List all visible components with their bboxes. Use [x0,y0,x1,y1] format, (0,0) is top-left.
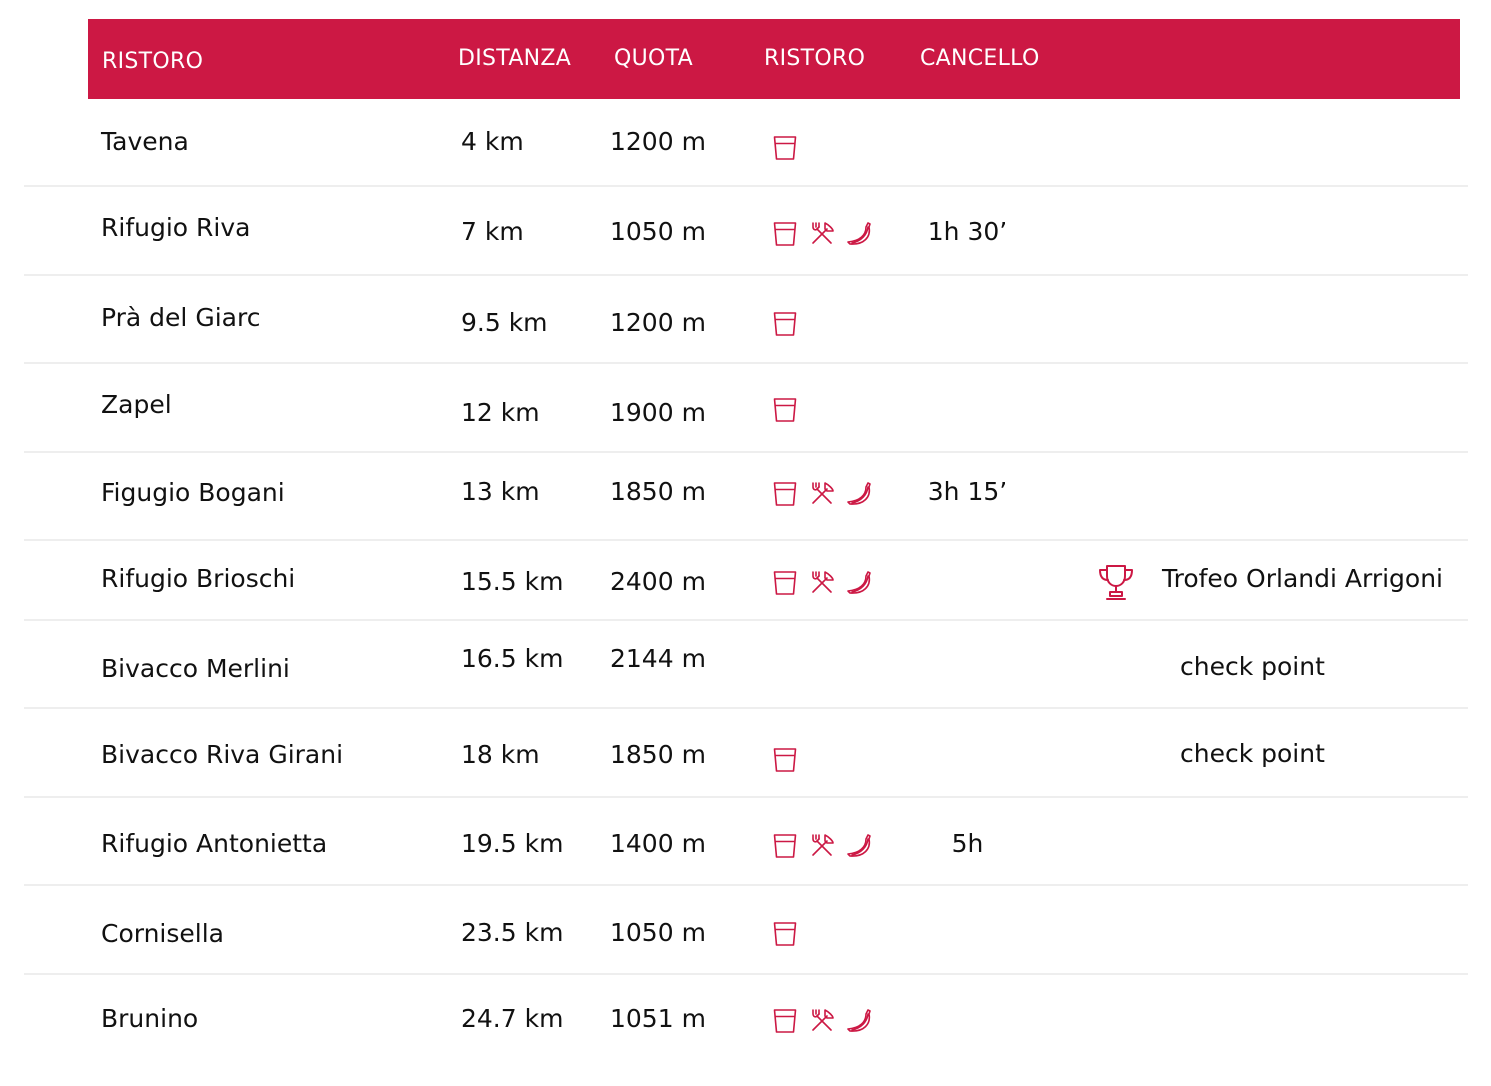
row-cutoff: 5h [951,829,984,858]
drink-cup-icon [770,219,800,249]
row-note: Trofeo Orlandi Arrigoni [1162,564,1443,593]
banana-icon [844,831,874,861]
row-altitude: 2144 m [610,644,706,673]
fork-knife-icon [807,479,837,509]
fork-knife-icon [807,219,837,249]
row-cutoff: 3h 15’ [927,477,1008,506]
aid-icons [770,918,807,950]
row-altitude: 1050 m [610,918,706,947]
row-divider [24,451,1468,453]
row-name: Cornisella [101,919,224,948]
row-name: Bivacco Merlini [101,654,290,683]
row-divider [24,274,1468,276]
aid-icons [770,830,881,862]
row-cutoff: 1h 30’ [927,217,1008,246]
row-distance: 15.5 km [461,567,564,596]
header-altitude: QUOTA [614,46,694,71]
drink-cup-icon [770,479,800,509]
aid-icons [770,567,881,599]
fork-knife-icon [807,831,837,861]
row-distance: 12 km [461,398,540,427]
row-distance: 23.5 km [461,918,564,947]
drink-cup-icon [770,395,800,425]
drink-cup-icon [770,919,800,949]
row-distance: 7 km [461,217,524,246]
header-name: RISTORO [102,49,204,74]
row-distance: 24.7 km [461,1004,564,1033]
row-divider [24,619,1468,621]
row-name: Figugio Bogani [101,478,285,507]
row-name: Rifugio Antonietta [101,829,328,858]
row-altitude: 2400 m [610,567,706,596]
row-altitude: 1200 m [610,127,706,156]
aid-icons [770,744,807,776]
row-name: Brunino [101,1004,199,1033]
banana-icon [844,479,874,509]
aid-icons [770,308,807,340]
fork-knife-icon [807,1006,837,1036]
row-altitude: 1200 m [610,308,706,337]
header-distance: DISTANZA [458,46,572,71]
row-name: Rifugio Riva [101,213,251,242]
banana-icon [844,568,874,598]
aid-icons [770,132,807,164]
row-name: Bivacco Riva Girani [101,740,344,769]
row-note: check point [1180,739,1325,768]
banana-icon [844,1006,874,1036]
row-name: Zapel [101,390,172,419]
row-altitude: 1050 m [610,217,706,246]
drink-cup-icon [770,309,800,339]
aid-icons [770,1005,881,1037]
row-distance: 4 km [461,127,524,156]
row-divider [24,707,1468,709]
row-altitude: 1850 m [610,477,706,506]
row-altitude: 1900 m [610,398,706,427]
row-distance: 19.5 km [461,829,564,858]
row-distance: 13 km [461,477,540,506]
row-divider [24,362,1468,364]
row-divider [24,973,1468,975]
aid-icons [770,394,807,426]
row-name: Prà del Giarc [101,303,261,332]
row-name: Rifugio Brioschi [101,564,296,593]
aid-icons [770,478,881,510]
drink-cup-icon [770,1006,800,1036]
fork-knife-icon [807,568,837,598]
drink-cup-icon [770,133,800,163]
trophy-icon [1096,562,1136,602]
row-divider [24,796,1468,798]
row-altitude: 1850 m [610,740,706,769]
row-divider [24,185,1468,187]
row-distance: 18 km [461,740,540,769]
drink-cup-icon [770,568,800,598]
row-altitude: 1051 m [610,1004,706,1033]
row-note: check point [1180,652,1325,681]
row-name: Tavena [101,127,189,156]
row-distance: 9.5 km [461,308,548,337]
banana-icon [844,219,874,249]
drink-cup-icon [770,745,800,775]
row-altitude: 1400 m [610,829,706,858]
row-divider [24,884,1468,886]
header-cutoff: CANCELLO [920,46,1040,71]
header-aid: RISTORO [764,46,866,71]
row-divider [24,539,1468,541]
row-distance: 16.5 km [461,644,564,673]
table-header: RISTORO DISTANZA QUOTA RISTORO CANCELLO [88,19,1460,99]
aid-icons [770,218,881,250]
drink-cup-icon [770,831,800,861]
